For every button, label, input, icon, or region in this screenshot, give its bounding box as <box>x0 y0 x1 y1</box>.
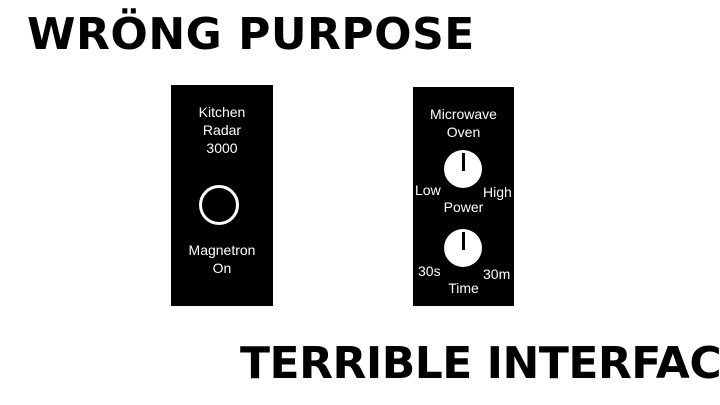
microwave-oven-panel: Microwave Oven Low High Power 30s 30m Ti… <box>413 87 514 306</box>
kitchen-radar-title-line-3: 3000 <box>206 140 238 156</box>
time-knob-icon[interactable] <box>444 229 482 267</box>
power-min-label: Low <box>415 182 441 198</box>
microwave-title-line-2: Oven <box>446 124 481 140</box>
time-min-label: 30s <box>418 263 441 279</box>
kitchen-radar-title-line-2: Radar <box>202 122 242 138</box>
magnetron-status-line-1: Magnetron <box>188 242 256 258</box>
microwave-title-line-1: Microwave <box>430 106 497 122</box>
time-label: Time <box>448 280 479 296</box>
power-max-label: High <box>483 184 512 200</box>
kitchen-radar-panel: Kitchen Radar 3000 Magnetron On <box>171 85 273 306</box>
magnetron-status-line-2: On <box>212 260 232 276</box>
headline-wrong-purpose: WRÖNG PURPOSE <box>27 9 475 60</box>
kitchen-radar-title-line-1: Kitchen <box>198 104 246 120</box>
magnetron-indicator-icon <box>199 185 239 225</box>
headline-terrible-interface: TERRIBLE INTERFACE <box>240 338 720 389</box>
power-label: Power <box>443 199 484 215</box>
power-knob-icon[interactable] <box>444 150 482 188</box>
time-max-label: 30m <box>483 266 511 282</box>
